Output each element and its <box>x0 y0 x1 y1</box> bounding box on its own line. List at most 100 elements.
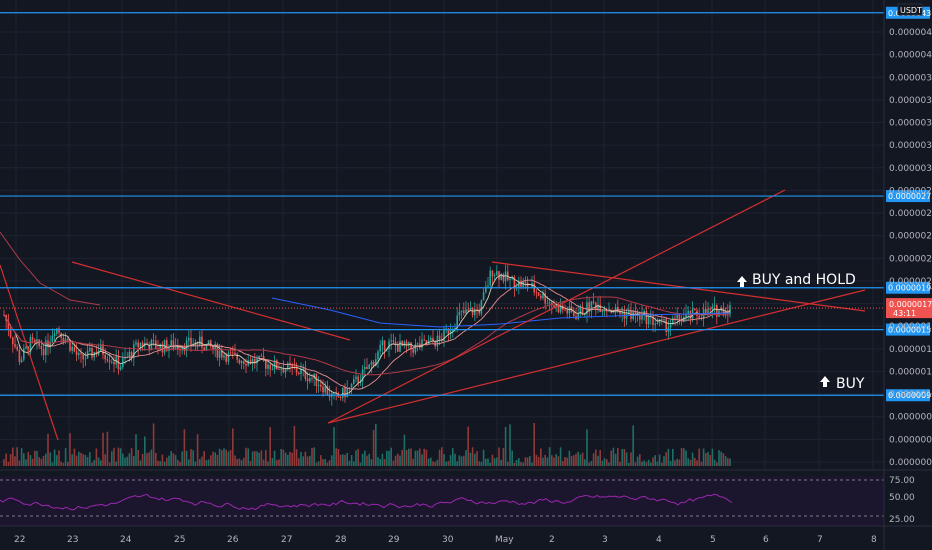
volume-bar <box>432 461 434 466</box>
countdown-label: 43:11 <box>893 309 916 318</box>
volume-bar <box>181 451 183 466</box>
volume-bar <box>599 450 601 466</box>
volume-bar <box>588 462 590 466</box>
candle-body <box>645 310 648 325</box>
volume-bar <box>199 459 201 466</box>
candle-body <box>269 364 271 370</box>
trendline[interactable] <box>71 261 351 341</box>
volume-bar <box>135 434 137 466</box>
volume-bar <box>49 452 51 466</box>
volume-bar <box>155 452 157 466</box>
volume-bar <box>513 462 516 466</box>
candle-body <box>317 384 320 386</box>
candle-body <box>592 301 595 303</box>
volume-bar <box>170 451 172 466</box>
candle-body <box>137 342 139 348</box>
volume-bar <box>102 432 104 466</box>
volume-bar <box>672 448 674 466</box>
volume-bar <box>223 448 225 466</box>
volume-bar <box>31 458 34 466</box>
candle-body <box>128 351 131 357</box>
volume-bar <box>540 448 542 466</box>
candle-body <box>245 363 247 366</box>
candle-body <box>214 343 216 350</box>
volume-bar <box>388 451 390 466</box>
volume-bar <box>645 462 648 466</box>
volume-bar <box>359 462 362 466</box>
volume-bar <box>410 448 412 466</box>
volume-bar <box>489 462 491 466</box>
candle-body <box>141 342 144 347</box>
currency-label: USDT <box>900 6 922 15</box>
volume-bar <box>141 453 144 466</box>
volume-bar <box>557 456 560 466</box>
volume-bar <box>25 459 27 466</box>
volume-bar <box>47 433 49 466</box>
candle-body <box>685 313 687 318</box>
candle-body <box>586 302 588 314</box>
time-axis[interactable]: 22 23 24 25 26 27 28 29 30 May 2 3 4 5 6 7 8 <box>14 535 877 545</box>
trendline[interactable] <box>327 289 866 424</box>
annotation-text: BUY <box>836 376 865 392</box>
volume-bar <box>36 451 38 466</box>
candle-body <box>416 343 419 345</box>
trendline[interactable] <box>0 264 59 441</box>
candle-body <box>421 339 423 348</box>
volume-bar <box>144 436 146 466</box>
volume-bar <box>357 448 359 466</box>
volume-bar <box>238 458 241 466</box>
candle-body <box>709 308 711 310</box>
trendline[interactable] <box>491 261 866 312</box>
x-tick-label: May <box>495 535 514 545</box>
candle-body <box>249 360 252 365</box>
candle-body <box>23 348 25 360</box>
volume-bar <box>456 461 458 466</box>
volume-bar <box>425 449 428 466</box>
volume-bar <box>522 462 524 466</box>
volume-bar <box>216 454 219 466</box>
volume-bar <box>119 448 122 466</box>
volume-bar <box>80 452 82 466</box>
volume-bar <box>42 455 45 466</box>
volume-bar <box>722 453 725 466</box>
volume-bar <box>346 452 348 466</box>
volume-bar <box>658 454 661 466</box>
candle-body <box>62 337 65 342</box>
candle-body <box>548 302 551 304</box>
candle-body <box>669 324 672 328</box>
volume-bar <box>529 456 531 466</box>
volume-bar <box>166 457 168 466</box>
candle-body <box>564 309 566 311</box>
x-tick-label: 23 <box>67 535 78 545</box>
volume-bar <box>240 460 243 466</box>
volume-bar <box>601 460 604 466</box>
candle-body <box>617 307 619 312</box>
rsi-band <box>0 476 884 526</box>
candle-body <box>456 315 458 328</box>
level-tag <box>886 190 930 203</box>
candle-body <box>287 363 289 370</box>
level-label: 0.00000275 <box>888 192 932 201</box>
volume-bar <box>511 450 513 466</box>
candle-body <box>634 311 637 316</box>
volume-bar <box>355 450 357 466</box>
candle-body <box>370 361 373 365</box>
candle-body <box>463 310 465 314</box>
candle-body <box>544 293 546 304</box>
volume-bar <box>91 462 93 466</box>
volume-bar <box>326 462 329 466</box>
volume-bar <box>300 451 302 466</box>
candle-body <box>139 342 142 348</box>
volume-bar <box>487 458 489 466</box>
candle-body <box>401 341 403 346</box>
volume-bar <box>271 458 274 466</box>
volume-bar <box>27 452 29 466</box>
volume-bar <box>669 461 672 466</box>
trendline[interactable] <box>327 189 786 424</box>
candle-body <box>381 340 384 345</box>
volume-bar <box>537 457 540 466</box>
candle-body <box>47 340 49 348</box>
volume-bar <box>729 458 731 466</box>
candle-body <box>276 360 278 370</box>
